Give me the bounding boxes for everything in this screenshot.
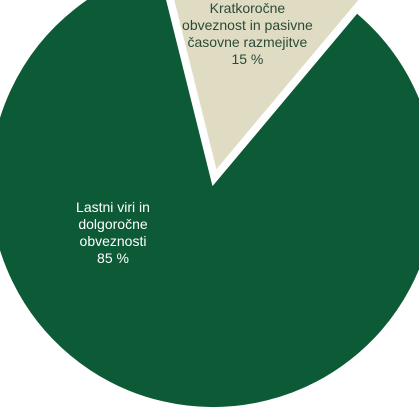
slice-label-line: obveznost in pasivne <box>182 17 313 33</box>
slice-value-label: 85 % <box>97 250 129 266</box>
slice-value-label: 15 % <box>231 51 263 67</box>
slice-label-line: Kratkoročne <box>210 0 286 16</box>
slice-label-line: dolgoročne <box>78 216 147 232</box>
slice-label-line: obveznosti <box>80 233 147 249</box>
slice-label-line: časovne razmejitve <box>188 34 308 50</box>
pie-slice-2 <box>172 0 361 174</box>
slice-label-line: Lastni viri in <box>76 199 150 215</box>
